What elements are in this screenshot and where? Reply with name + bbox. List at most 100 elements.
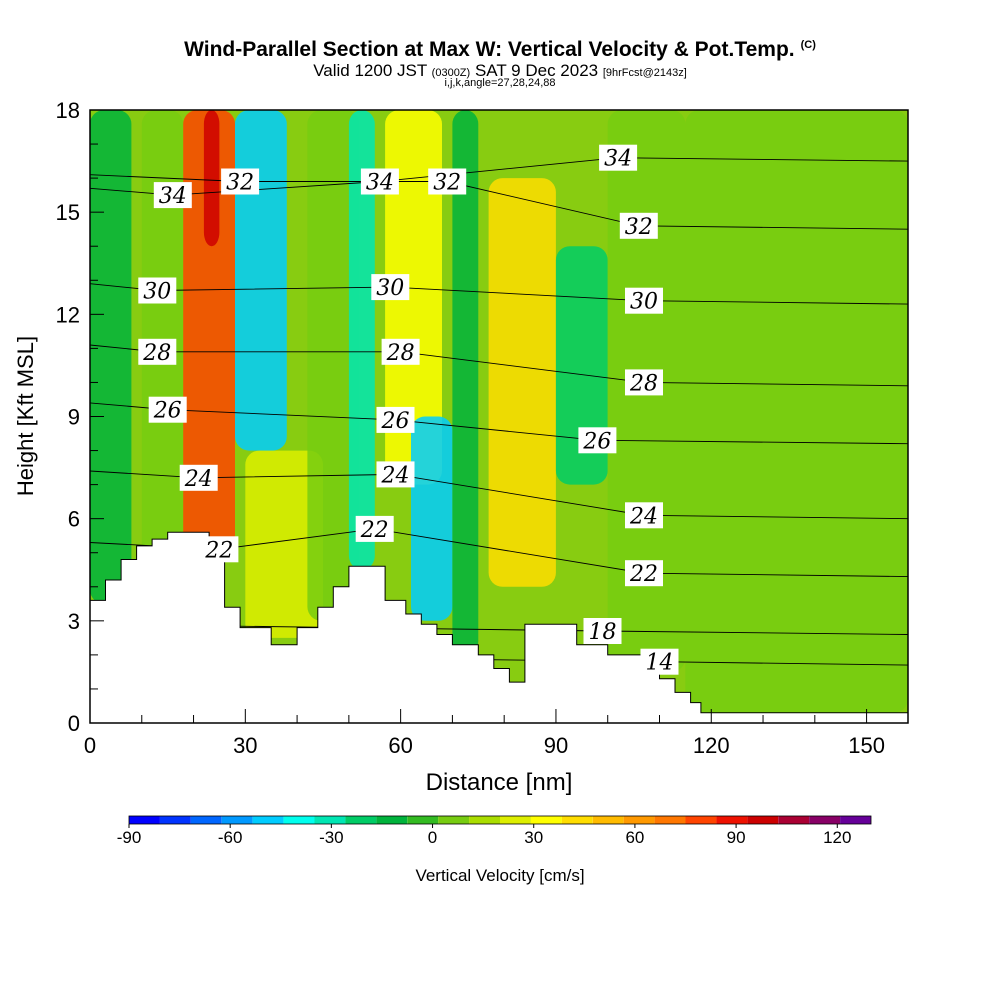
y-tick-label: 15 — [56, 200, 80, 225]
colorbar-tick-label: 120 — [823, 828, 851, 847]
y-tick-label: 0 — [68, 711, 80, 736]
velocity-cell — [685, 110, 908, 713]
theta-label-text: 22 — [629, 562, 658, 587]
theta-label-box — [599, 144, 638, 171]
theta-label-box — [371, 274, 410, 301]
velocity-cell — [307, 110, 360, 621]
theta-label-text: 22 — [360, 518, 389, 543]
vertical-velocity-field — [90, 110, 908, 713]
colorbar-swatch — [345, 816, 377, 824]
theta-label-box — [221, 168, 260, 195]
theta-label: 30 — [625, 287, 663, 315]
theta-label: 22 — [355, 515, 394, 543]
x-tick-label: 90 — [544, 733, 568, 758]
x-tick-label: 0 — [84, 733, 96, 758]
theta-label: 32 — [619, 212, 658, 240]
theta-label: 14 — [640, 648, 679, 676]
velocity-cell — [385, 110, 442, 485]
theta-label-text: 32 — [226, 171, 254, 196]
theta-label-text: 24 — [184, 467, 213, 492]
valid-prefix: Valid 1200 JST — [313, 61, 427, 80]
theta-label-box — [578, 427, 617, 454]
theta-label: 24 — [376, 461, 415, 488]
colorbar-swatch — [221, 816, 253, 824]
y-tick-label: 9 — [68, 405, 80, 430]
colorbar-swatch — [561, 816, 593, 824]
theta-label-box — [625, 287, 663, 314]
velocity-cell — [452, 110, 479, 655]
velocity-cell — [245, 450, 323, 638]
colorbar-swatch — [283, 816, 315, 824]
theta-label-box — [179, 464, 218, 491]
velocity-cell — [235, 110, 287, 451]
theta-label-text: 26 — [582, 429, 611, 454]
colorbar: -90 -60 -30 0 30 60 90 120 — [117, 815, 872, 847]
theta-label-text: 22 — [204, 538, 233, 563]
theta-label: 28 — [625, 369, 663, 396]
colorbar-swatch — [778, 816, 810, 824]
colorbar-swatch — [159, 816, 191, 824]
colorbar-swatch — [252, 816, 284, 824]
colorbar-label: Vertical Velocity [cm/s] — [415, 866, 584, 885]
theta-label: 28 — [381, 338, 420, 366]
theta-label: 30 — [371, 274, 410, 301]
theta-label-text: 30 — [630, 290, 658, 315]
forecast-tag: [9hrFcst@2143z] — [602, 67, 687, 79]
theta-label-box — [376, 406, 415, 433]
theta-label-text: 32 — [625, 215, 653, 240]
copyright-mark: (C) — [800, 39, 816, 51]
velocity-cell — [348, 110, 375, 570]
theta-label-text: 30 — [143, 280, 171, 305]
y-tick-label: 6 — [68, 507, 80, 532]
theta-label-box — [428, 168, 467, 195]
chart-title-text: Wind-Parallel Section at Max W: Vertical… — [184, 38, 795, 61]
velocity-cell — [555, 246, 608, 485]
theta-label: 24 — [179, 464, 218, 492]
colorbar-swatch — [623, 816, 655, 824]
velocity-cell — [203, 110, 220, 247]
x-tick-label: 60 — [388, 733, 412, 758]
theta-label-box — [625, 502, 663, 529]
colorbar-swatch — [438, 816, 470, 824]
theta-label-text: 24 — [381, 463, 410, 488]
colorbar-swatch — [530, 816, 562, 824]
colorbar-swatch — [469, 816, 501, 824]
colorbar-tick-label: -90 — [117, 828, 142, 847]
theta-label-box — [625, 560, 663, 587]
theta-label: 18 — [583, 618, 622, 645]
theta-label-text: 28 — [386, 341, 415, 366]
theta-label-text: 30 — [376, 276, 404, 301]
theta-label-text: 28 — [142, 341, 171, 366]
theta-label-box — [148, 396, 187, 423]
x-axis-label: Distance [nm] — [426, 769, 573, 796]
theta-label: 26 — [578, 427, 617, 454]
theta-label-box — [138, 277, 177, 304]
x-axis: 0 30 60 90 120 150 — [84, 709, 885, 758]
theta-label: 32 — [428, 168, 467, 196]
colorbar-swatch — [685, 816, 717, 824]
theta-label-text: 28 — [629, 371, 658, 396]
colorbar-tick-label: -30 — [319, 828, 344, 847]
colorbar-swatch — [840, 816, 872, 824]
theta-label: 28 — [138, 338, 177, 366]
theta-label-text: 34 — [604, 147, 632, 172]
colorbar-swatch — [407, 816, 439, 824]
theta-label-box — [381, 338, 420, 365]
theta-label: 32 — [221, 168, 260, 196]
theta-label: 24 — [625, 502, 663, 529]
section-indices: i,j,k,angle=27,28,24,88 — [444, 77, 556, 89]
colorbar-swatch — [809, 816, 841, 824]
colorbar-swatch — [500, 816, 531, 824]
theta-label-text: 26 — [153, 399, 182, 424]
velocity-cell — [411, 416, 453, 621]
theta-label: 26 — [376, 406, 415, 434]
valid-date: SAT 9 Dec 2023 — [474, 61, 599, 80]
colorbar-swatch — [592, 816, 624, 824]
colorbar-tick-label: -60 — [218, 828, 243, 847]
valid-time-line: Valid 1200 JST (0300Z) SAT 9 Dec 2023 [9… — [0, 61, 1000, 81]
x-tick-label: 30 — [233, 733, 257, 758]
plot-area: 34 32 34 32 34 32 30 30 30 28 28 28 26 26 26 24 24 24 22 22… — [89, 109, 909, 724]
theta-label: 30 — [138, 277, 177, 305]
colorbar-swatch — [190, 816, 222, 824]
